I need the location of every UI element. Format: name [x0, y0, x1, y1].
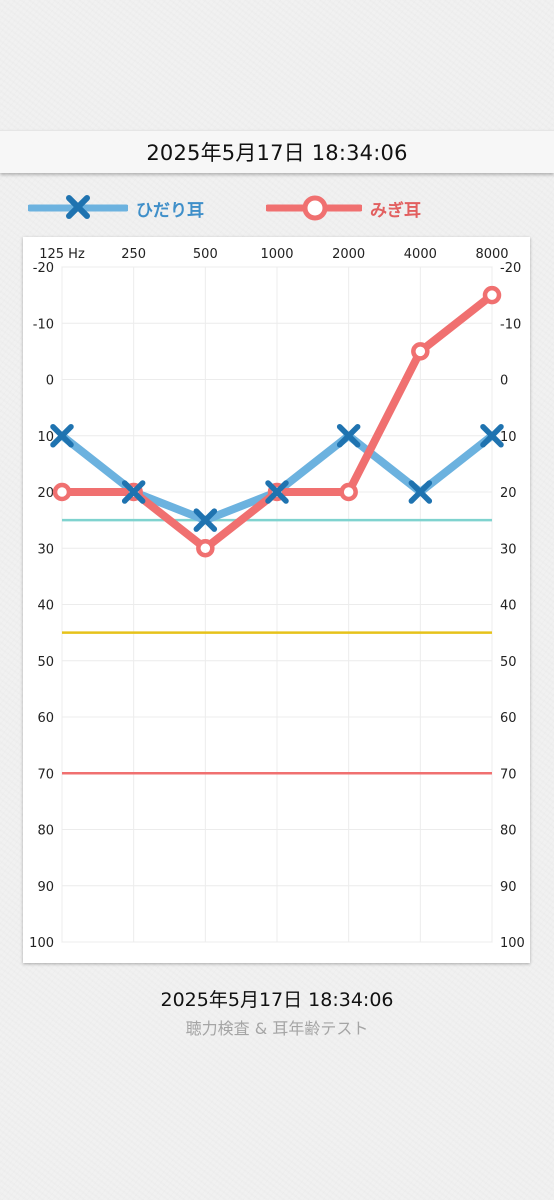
y-tick-label-left: 40 [37, 599, 54, 614]
y-tick-label-right: 80 [500, 824, 517, 839]
y-tick-label-left: 50 [37, 655, 54, 670]
data-point-x [193, 508, 218, 532]
header-datetime: 2025年5月17日 18:34:06 [146, 141, 408, 165]
x-tick-label: 1000 [260, 247, 293, 262]
y-tick-label-left: 60 [37, 711, 54, 726]
x-tick-label: 4000 [404, 247, 437, 262]
data-point-x-stroke [336, 424, 361, 448]
x-tick-label: 250 [121, 247, 146, 262]
x-tick-label: 8000 [475, 247, 508, 262]
footer-app-name: 聴力検査 & 耳年齢テスト [185, 1019, 369, 1038]
x-tick-label: 125 Hz [39, 247, 85, 262]
y-tick-label-right: 30 [500, 542, 517, 557]
data-point-x [336, 424, 361, 448]
y-tick-label-left: -20 [33, 261, 54, 276]
data-point-circle [482, 285, 502, 305]
y-tick-label-left: 0 [46, 374, 54, 389]
y-tick-label-right: 40 [500, 599, 517, 614]
legend-label-right: みぎ耳 [370, 200, 421, 221]
data-point-x [50, 424, 74, 448]
y-tick-label-right: 90 [500, 880, 517, 895]
y-tick-label-right: 10 [500, 430, 517, 445]
y-tick-label-left: 90 [37, 880, 54, 895]
y-tick-label-right: 20 [500, 486, 517, 501]
y-tick-label-left: -10 [33, 317, 54, 332]
y-tick-label-right: 70 [500, 767, 517, 782]
y-tick-label-right: 0 [500, 374, 508, 389]
data-point-circle [52, 482, 72, 502]
legend-item-left-ear: ひだり耳 [28, 190, 204, 226]
data-point-x [480, 424, 504, 448]
circle-marker-icon [266, 195, 362, 221]
audiogram-plot: 125 Hz 250 500 1000 2000 4000 8000-20 -20-10 -10… [29, 247, 525, 951]
y-tick-label-right: -20 [500, 261, 521, 276]
x-marker-icon [28, 195, 128, 219]
audiogram-chart: 125 Hz 250 500 1000 2000 4000 8000 -20 -20 -10 -10… [23, 237, 530, 963]
data-point-x-stroke [193, 508, 218, 532]
y-tick-label-left: 80 [37, 824, 54, 839]
y-tick-label-right: 50 [500, 655, 517, 670]
data-point-x-stroke [121, 480, 146, 504]
x-tick-label: 2000 [332, 247, 365, 262]
data-point-x-stroke [265, 480, 289, 504]
y-tick-label-right: 60 [500, 711, 517, 726]
data-point-circle [339, 482, 358, 502]
data-point-x-stroke [480, 424, 504, 448]
header-bar: 2025年5月17日 18:34:06 [0, 130, 554, 173]
data-point-x [408, 480, 433, 504]
data-point-x [265, 480, 289, 504]
y-tick-label-right: 100 [500, 936, 525, 951]
y-tick-label-left: 100 [29, 936, 54, 951]
footer-datetime: 2025年5月17日 18:34:06 [160, 989, 394, 1011]
y-tick-label-left: 30 [37, 542, 54, 557]
y-tick-label-left: 20 [37, 486, 54, 501]
legend-label-left: ひだり耳 [136, 200, 204, 221]
data-point-x [121, 480, 146, 504]
y-tick-label-left: 70 [37, 767, 54, 782]
legend-item-right-ear: みぎ耳 [266, 190, 421, 226]
data-point-circle [196, 539, 215, 558]
data-point-x-stroke [408, 480, 433, 504]
y-tick-label-right: -10 [500, 317, 521, 332]
y-tick-label-left: 10 [37, 430, 54, 445]
data-point-circle [411, 342, 430, 361]
x-tick-label: 500 [193, 247, 218, 262]
data-point-x-stroke [50, 424, 74, 448]
legend: ひだり耳 みぎ耳 [0, 190, 554, 226]
